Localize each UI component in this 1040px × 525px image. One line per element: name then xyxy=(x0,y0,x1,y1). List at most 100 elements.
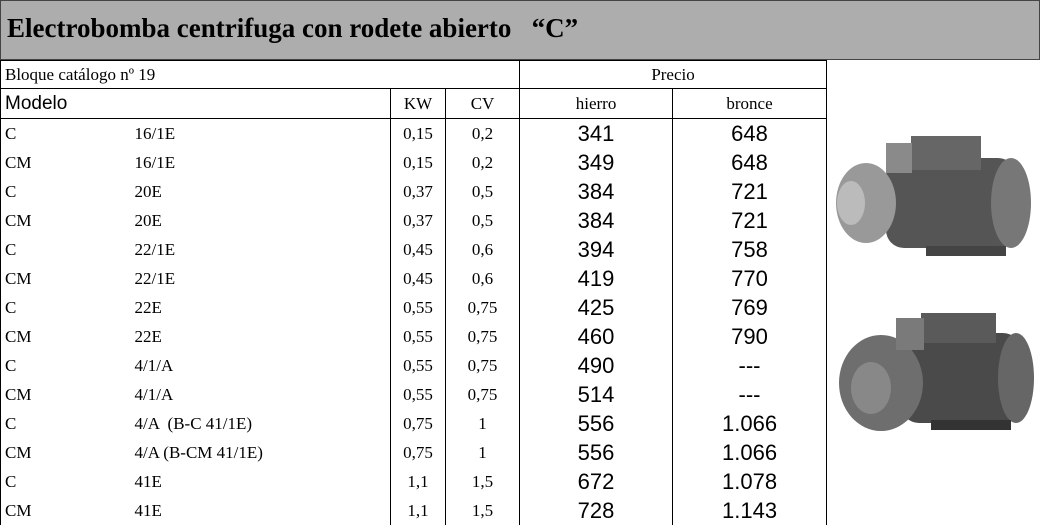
type: C xyxy=(0,467,131,496)
data-row: CM 22/1E 0,45 0,6 419 770 xyxy=(0,264,828,293)
price-iron: 394 xyxy=(519,235,674,264)
kw: 0,37 xyxy=(390,177,446,206)
data-row: CM 4/1/A 0,55 0,75 514 --- xyxy=(0,380,828,409)
model: 22E xyxy=(130,293,391,322)
price-bronze: 790 xyxy=(672,322,828,351)
cv: 0,75 xyxy=(444,293,521,322)
data-row: CM 41E 1,1 1,5 728 1.143 xyxy=(0,496,828,525)
type: CM xyxy=(0,322,131,351)
price-iron: 728 xyxy=(519,496,674,525)
kw: 0,37 xyxy=(390,206,446,235)
model: 41E xyxy=(130,496,391,525)
type: CM xyxy=(0,496,131,525)
kw: 0,55 xyxy=(390,293,446,322)
price-iron: 419 xyxy=(519,264,674,293)
price-table: Bloque catálogo nº 19 Precio Modelo KW C… xyxy=(0,60,828,525)
price-iron: 514 xyxy=(519,380,674,409)
group-row: Bloque catálogo nº 19 Precio xyxy=(0,60,828,89)
price-bronze: 1.066 xyxy=(672,438,828,467)
type: C xyxy=(0,118,131,148)
title-bar: Electrobomba centrifuga con rodete abier… xyxy=(0,0,1040,60)
price-iron: 556 xyxy=(519,409,674,438)
col-header: CV xyxy=(444,88,521,119)
type: C xyxy=(0,177,131,206)
cv: 0,75 xyxy=(444,322,521,351)
kw: 0,45 xyxy=(390,264,446,293)
data-row: CM 22E 0,55 0,75 460 790 xyxy=(0,322,828,351)
type: CM xyxy=(0,206,131,235)
data-row: C 22E 0,55 0,75 425 769 xyxy=(0,293,828,322)
price-iron: 384 xyxy=(519,206,674,235)
price-iron: 672 xyxy=(519,467,674,496)
cv: 0,2 xyxy=(444,148,521,177)
model: 4/1/A xyxy=(130,351,391,380)
kw: 0,15 xyxy=(390,118,446,148)
price-iron: 384 xyxy=(519,177,674,206)
cv: 1,5 xyxy=(444,467,521,496)
price-bronze: 1.143 xyxy=(672,496,828,525)
type: C xyxy=(0,409,131,438)
price-bronze: 721 xyxy=(672,206,828,235)
kw: 1,1 xyxy=(390,496,446,525)
kw: 0,55 xyxy=(390,380,446,409)
cv: 0,5 xyxy=(444,206,521,235)
model: 4/A (B-C 41/1E) xyxy=(130,409,391,438)
price-iron: 425 xyxy=(519,293,674,322)
data-row: C 41E 1,1 1,5 672 1.078 xyxy=(0,467,828,496)
cv: 0,75 xyxy=(444,380,521,409)
kw: 0,15 xyxy=(390,148,446,177)
cv: 0,5 xyxy=(444,177,521,206)
type: C xyxy=(0,235,131,264)
data-row: C 4/1/A 0,55 0,75 490 --- xyxy=(0,351,828,380)
price-bronze: 1.066 xyxy=(672,409,828,438)
kw: 0,75 xyxy=(390,438,446,467)
type: C xyxy=(0,351,131,380)
kw: 0,45 xyxy=(390,235,446,264)
price-bronze: --- xyxy=(672,351,828,380)
price-iron: 349 xyxy=(519,148,674,177)
price-bronze: 770 xyxy=(672,264,828,293)
model: 20E xyxy=(130,177,391,206)
model: 41E xyxy=(130,467,391,496)
cv: 0,75 xyxy=(444,351,521,380)
catalog-cell: Bloque catálogo nº 19 xyxy=(0,60,521,89)
data-row: CM 16/1E 0,15 0,2 349 648 xyxy=(0,148,828,177)
data-row: C 20E 0,37 0,5 384 721 xyxy=(0,177,828,206)
model: 16/1E xyxy=(130,118,391,148)
model: 16/1E xyxy=(130,148,391,177)
model: 20E xyxy=(130,206,391,235)
cv: 1 xyxy=(444,409,521,438)
model: 22/1E xyxy=(130,264,391,293)
data-row: C 16/1E 0,15 0,2 341 648 xyxy=(0,118,828,148)
col-header: bronce xyxy=(672,88,828,119)
kw: 0,55 xyxy=(390,351,446,380)
type: CM xyxy=(0,148,131,177)
price-iron: 556 xyxy=(519,438,674,467)
type: CM xyxy=(0,380,131,409)
data-row: CM 20E 0,37 0,5 384 721 xyxy=(0,206,828,235)
cv: 0,6 xyxy=(444,235,521,264)
price-bronze: 1.078 xyxy=(672,467,828,496)
pump-images xyxy=(836,136,1034,431)
data-row: C 22/1E 0,45 0,6 394 758 xyxy=(0,235,828,264)
price-bronze: 648 xyxy=(672,148,828,177)
kw: 0,55 xyxy=(390,322,446,351)
type: CM xyxy=(0,438,131,467)
col-header: Modelo xyxy=(0,88,391,119)
model: 4/1/A xyxy=(130,380,391,409)
kw: 0,75 xyxy=(390,409,446,438)
price-bronze: 758 xyxy=(672,235,828,264)
price-iron: 460 xyxy=(519,322,674,351)
col-header: KW xyxy=(390,88,446,119)
price-bronze: --- xyxy=(672,380,828,409)
cv: 0,6 xyxy=(444,264,521,293)
price-bronze: 769 xyxy=(672,293,828,322)
data-row: C 4/A (B-C 41/1E) 0,75 1 556 1.066 xyxy=(0,409,828,438)
data-row: CM 4/A (B-CM 41/1E) 0,75 1 556 1.066 xyxy=(0,438,828,467)
price-iron: 490 xyxy=(519,351,674,380)
pump-2 xyxy=(839,313,1034,431)
cv: 1 xyxy=(444,438,521,467)
cv: 1,5 xyxy=(444,496,521,525)
pump-1 xyxy=(836,136,1031,256)
